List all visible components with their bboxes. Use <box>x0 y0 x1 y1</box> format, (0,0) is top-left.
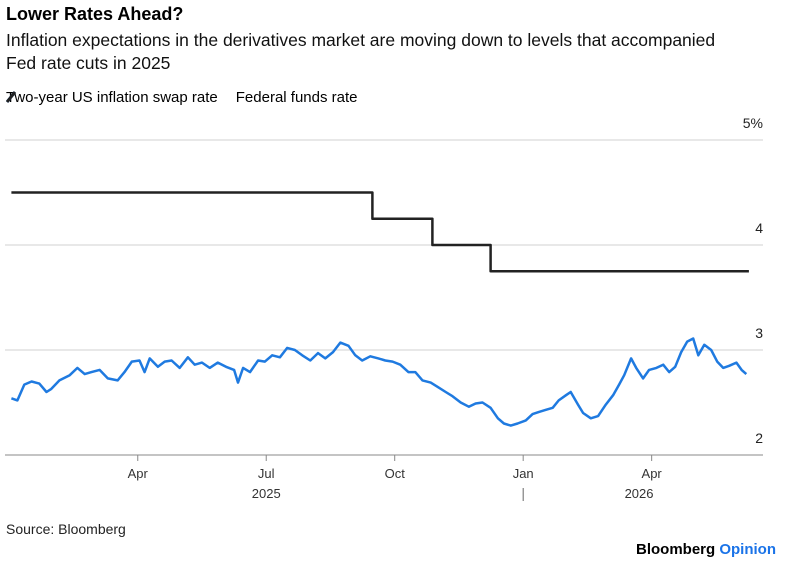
source-note: Source: Bloomberg <box>6 521 126 537</box>
brand-name: Bloomberg <box>636 541 716 558</box>
y-tick-label: 4 <box>755 220 763 236</box>
chart-title: Lower Rates Ahead? <box>6 4 184 24</box>
series-line <box>11 191 749 273</box>
x-tick-label: Apr <box>642 466 663 481</box>
series-line <box>10 337 748 427</box>
branding: Bloomberg Opinion <box>636 541 776 558</box>
chart-subtitle: Inflation expectations in the derivative… <box>6 30 716 73</box>
legend-label: Two-year US inflation swap rate <box>6 89 218 106</box>
year-label: 2026 <box>625 486 654 501</box>
legend-swatch <box>6 91 16 103</box>
y-tick-label: 2 <box>755 430 763 446</box>
legend-item: Federal funds rate <box>6 89 358 106</box>
x-tick-label: Apr <box>128 466 149 481</box>
x-tick-label: Jul <box>258 466 275 481</box>
y-tick-label: 5% <box>743 115 763 131</box>
x-tick-label: Jan <box>513 466 534 481</box>
brand-section: Opinion <box>719 541 776 558</box>
x-tick-label: Oct <box>385 466 406 481</box>
year-label: 2025 <box>252 486 281 501</box>
legend: Two-year US inflation swap rate Federal f… <box>6 89 358 106</box>
y-tick-label: 3 <box>755 325 763 341</box>
legend-item: Two-year US inflation swap rate <box>6 89 218 106</box>
legend-label: Federal funds rate <box>235 89 358 106</box>
